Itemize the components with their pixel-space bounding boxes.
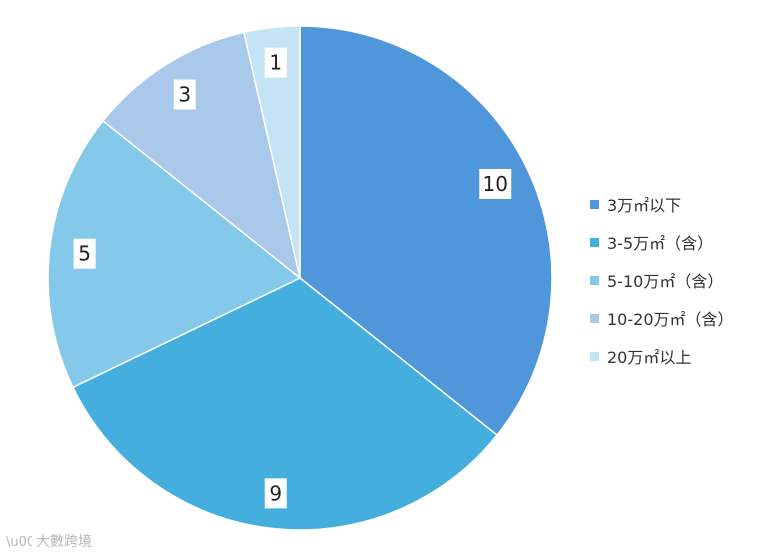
legend-swatch — [590, 313, 599, 323]
pie-slice-1 — [299, 25, 553, 437]
legend-item-4: 10-20万㎡（含） — [590, 306, 734, 330]
data-label-box — [173, 79, 196, 110]
pie-slice-2 — [71, 277, 499, 531]
data-label-1: 10 — [479, 168, 512, 199]
chart-legend: 3万㎡以下 3-5万㎡（含） 5-10万㎡（含） 10-20万㎡（含） 20万㎡以上 — [590, 192, 734, 368]
legend-swatch — [590, 237, 599, 247]
pie-slice-5 — [243, 25, 301, 279]
data-label-text: 9 — [269, 481, 282, 505]
data-label-2: 9 — [264, 478, 287, 509]
pie-slice-4 — [101, 31, 302, 280]
data-label-text: 3 — [178, 82, 191, 106]
data-label-text: 1 — [269, 51, 282, 75]
legend-label: 20万㎡以上 — [607, 348, 692, 367]
legend-item-2: 3-5万㎡（含） — [590, 230, 734, 254]
data-label-4: 3 — [173, 79, 196, 110]
data-label-box — [264, 478, 287, 509]
legend-item-5: 20万㎡以上 — [590, 344, 734, 368]
legend-swatch — [590, 275, 599, 285]
data-label-5: 1 — [264, 47, 287, 78]
data-label-box — [73, 238, 96, 269]
data-label-text: 10 — [483, 172, 508, 196]
legend-item-3: 5-10万㎡（含） — [590, 268, 734, 292]
data-label-text: 5 — [78, 242, 91, 266]
legend-label: 3-5万㎡（含） — [607, 234, 714, 253]
legend-swatch — [590, 351, 599, 361]
legend-swatch — [590, 199, 599, 209]
pie-slice-3 — [47, 119, 302, 389]
legend-label: 10-20万㎡（含） — [607, 310, 734, 329]
data-label-3: 5 — [73, 238, 96, 269]
watermark-logo-icon: \u0044\u0039 — [6, 535, 32, 549]
legend-item-1: 3万㎡以下 — [590, 192, 734, 216]
legend-label: 5-10万㎡（含） — [607, 272, 724, 291]
watermark-text: 大數跨境 — [36, 534, 92, 550]
watermark: \u0044\u0039 大數跨境 — [6, 531, 92, 551]
data-label-box — [479, 168, 512, 199]
data-label-box — [264, 47, 287, 78]
svg-text:\u0044\u0039: \u0044\u0039 — [6, 535, 32, 549]
legend-label: 3万㎡以下 — [607, 196, 682, 215]
